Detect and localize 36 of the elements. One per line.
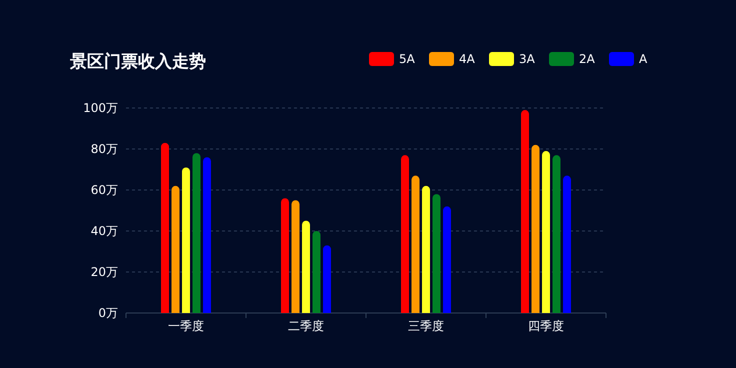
- bar: [401, 155, 409, 313]
- bar: [161, 142, 169, 313]
- y-tick-label: 100万: [83, 101, 118, 116]
- legend-label: A: [639, 52, 648, 66]
- y-tick-label: 20万: [90, 265, 118, 280]
- legend-label: 5A: [399, 52, 416, 66]
- bar: [422, 186, 430, 313]
- bar: [542, 151, 550, 313]
- legend-label: 2A: [579, 52, 596, 66]
- y-tick-label: 60万: [90, 183, 118, 198]
- bar: [443, 206, 451, 313]
- bar: [552, 155, 560, 313]
- bar: [302, 220, 310, 313]
- legend-label: 3A: [519, 52, 536, 66]
- bar: [172, 186, 180, 313]
- bar: [323, 245, 331, 313]
- bar: [281, 198, 289, 313]
- bar: [563, 176, 571, 313]
- x-tick-label: 三季度: [408, 319, 444, 333]
- bar: [532, 144, 540, 313]
- x-tick-label: 一季度: [168, 319, 204, 333]
- x-tick-label: 四季度: [528, 319, 564, 333]
- chart-title: 景区门票收入走势: [69, 52, 206, 72]
- bar: [292, 200, 300, 313]
- bar: [203, 157, 211, 313]
- bar: [412, 176, 420, 313]
- y-tick-label: 40万: [90, 224, 118, 238]
- legend-label: 4A: [459, 52, 476, 66]
- bar: [312, 231, 320, 313]
- y-tick-label: 0万: [98, 306, 118, 320]
- bar: [192, 153, 200, 313]
- x-tick-label: 二季度: [288, 319, 324, 333]
- y-tick-label: 80万: [90, 142, 118, 156]
- bar: [432, 194, 440, 313]
- bar: [521, 110, 529, 313]
- bar: [182, 167, 190, 313]
